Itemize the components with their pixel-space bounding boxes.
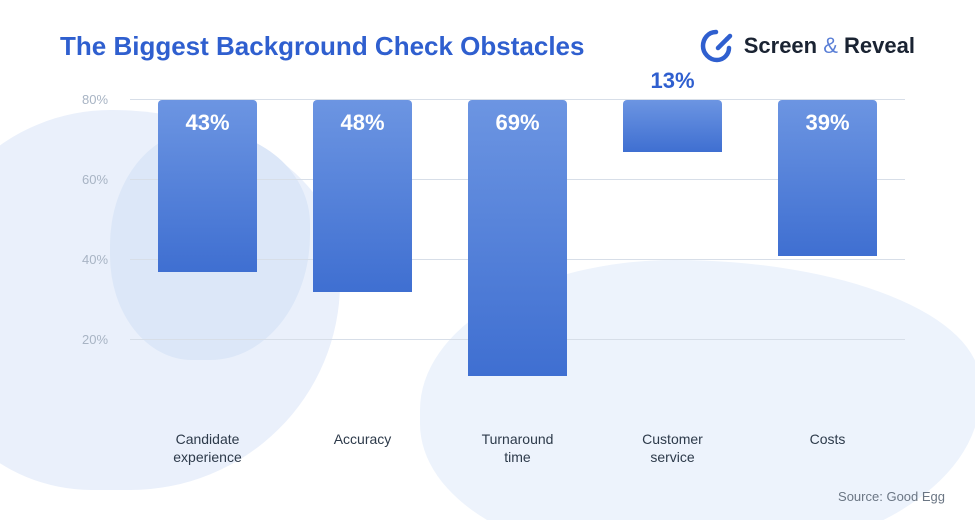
source-name: Good Egg bbox=[886, 489, 945, 504]
source-prefix: Source: bbox=[838, 489, 886, 504]
bar: 69% bbox=[468, 100, 567, 376]
y-tick-label: 60% bbox=[82, 172, 108, 187]
y-tick-label: 20% bbox=[82, 332, 108, 347]
brand-logo: Screen & Reveal bbox=[698, 28, 915, 64]
bar-chart: 80%60%40%20% 43%48%69%13%39% Candidate e… bbox=[70, 100, 905, 460]
bar-column: 48% bbox=[285, 100, 440, 420]
brand-word-2: Reveal bbox=[844, 33, 915, 58]
y-tick-label: 80% bbox=[82, 92, 108, 107]
bar: 39% bbox=[778, 100, 877, 256]
bar-value-label: 69% bbox=[468, 110, 567, 136]
source-attribution: Source: Good Egg bbox=[838, 489, 945, 504]
x-axis-label: Turnaround time bbox=[440, 430, 595, 466]
bar: 13% bbox=[623, 100, 722, 152]
bar: 43% bbox=[158, 100, 257, 272]
bar: 48% bbox=[313, 100, 412, 292]
bar-column: 43% bbox=[130, 100, 285, 420]
chart-bars: 43% 48% 69% 13% 39% bbox=[130, 100, 905, 420]
x-axis-label: Customer service bbox=[595, 430, 750, 466]
header: The Biggest Background Check Obstacles S… bbox=[60, 28, 915, 64]
chart-plot-area: 80%60%40%20% 43%48%69%13%39% bbox=[130, 100, 905, 420]
x-axis-label: Candidate experience bbox=[130, 430, 285, 466]
bar-value-label: 39% bbox=[778, 110, 877, 136]
x-axis-label: Costs bbox=[750, 430, 905, 466]
x-axis-label: Accuracy bbox=[285, 430, 440, 466]
brand-text: Screen & Reveal bbox=[744, 33, 915, 59]
bar-value-label: 43% bbox=[158, 110, 257, 136]
chart-x-labels: Candidate experienceAccuracyTurnaround t… bbox=[130, 430, 905, 466]
bar-column: 13% bbox=[595, 100, 750, 420]
bar-value-label: 48% bbox=[313, 110, 412, 136]
bar-column: 69% bbox=[440, 100, 595, 420]
brand-ampersand: & bbox=[823, 33, 838, 58]
chart-title: The Biggest Background Check Obstacles bbox=[60, 31, 584, 62]
y-tick-label: 40% bbox=[82, 252, 108, 267]
bar-value-label: 13% bbox=[623, 68, 722, 94]
brand-swirl-icon bbox=[698, 28, 734, 64]
bar-column: 39% bbox=[750, 100, 905, 420]
brand-word-1: Screen bbox=[744, 33, 817, 58]
